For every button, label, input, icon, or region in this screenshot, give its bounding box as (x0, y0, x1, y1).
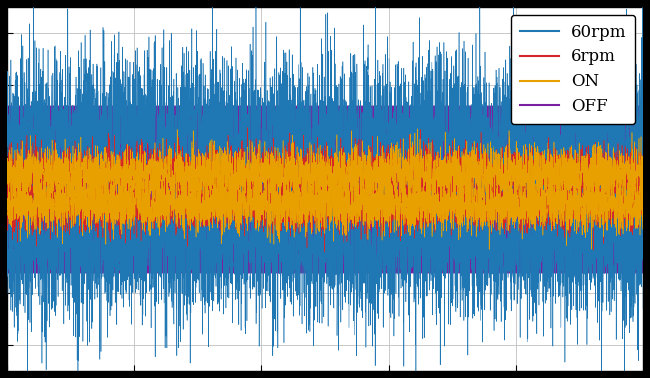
Legend: 60rpm, 6rpm, ON, OFF: 60rpm, 6rpm, ON, OFF (511, 15, 636, 124)
